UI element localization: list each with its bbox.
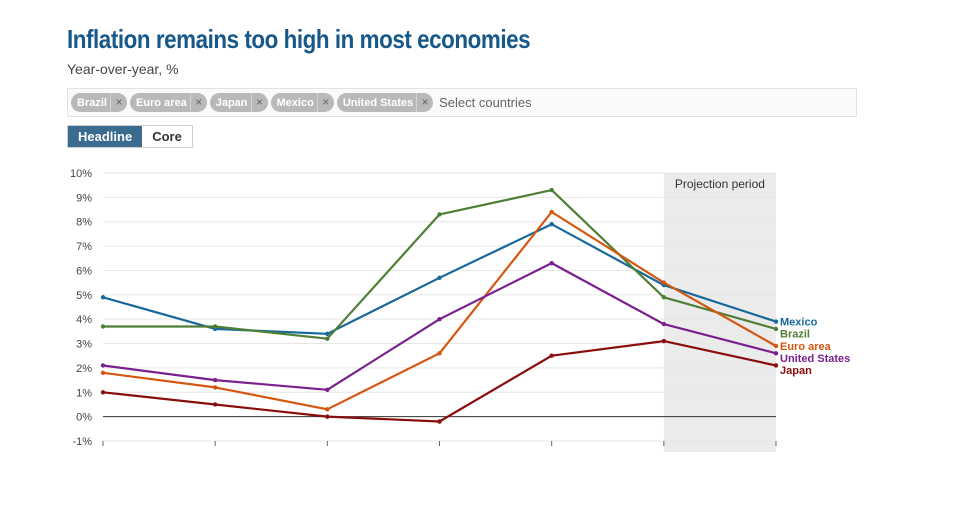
chip-mexico[interactable]: Mexico × [270,93,334,112]
data-point-united-states [212,377,218,383]
remove-mexico-icon[interactable]: × [316,93,334,112]
headline-button[interactable]: Headline [68,126,143,147]
data-point-japan [437,419,442,424]
data-point-japan [773,363,779,368]
chip-japan[interactable]: Japan × [209,93,268,112]
y-tick-label: 1% [76,387,92,399]
y-tick-label: -1% [72,436,92,448]
remove-brazil-icon[interactable]: × [109,93,127,112]
series-label-united-states: United States [780,353,850,365]
data-point-united-states [437,316,442,322]
chip-label: Brazil [77,96,107,109]
data-point-united-states [773,351,779,356]
chip-euro-area[interactable]: Euro area × [129,93,207,112]
data-point-euro-area [100,370,106,375]
data-point-euro-area [212,385,218,390]
y-tick-label: 4% [76,314,92,326]
remove-united-states-icon[interactable]: × [416,93,433,112]
data-point-mexico [325,331,330,336]
y-tick-label: 5% [76,290,92,302]
data-point-euro-area [773,343,779,349]
data-point-mexico [437,275,442,280]
series-label-euro-area: Euro area [780,341,832,353]
data-point-brazil [437,212,442,217]
chip-label: United States [342,96,414,109]
data-point-united-states [661,321,667,327]
remove-euro-area-icon[interactable]: × [189,93,207,112]
y-tick-label: 3% [76,339,92,351]
data-point-brazil [325,336,330,341]
y-tick-label: 10% [70,168,92,180]
chip-label: Mexico [276,96,314,109]
data-point-japan [212,402,218,407]
x-axis: 2018 2019 2020 2021 2022 2023 2024 [91,441,788,466]
x-tick-label: 2022 [539,454,563,466]
series-label-japan: Japan [780,365,812,377]
x-tick-label: 2023 [652,454,676,466]
x-tick-label: 2019 [203,454,227,466]
x-tick-label: 2024 [764,454,788,466]
data-point-mexico [100,295,106,300]
chip-brazil[interactable]: Brazil × [71,93,127,112]
data-point-japan [325,414,330,419]
chip-label: Japan [215,96,248,109]
data-point-brazil [212,324,218,329]
y-tick-label: 7% [76,241,92,253]
series-label-mexico: Mexico [780,317,818,329]
y-tick-label: 6% [76,265,92,277]
projection-label: Projection period [675,177,765,191]
data-point-brazil [100,324,106,329]
select-countries-input[interactable]: Select countries [439,95,532,110]
x-tick-label: 2021 [427,454,451,466]
series-label-brazil: Brazil [780,329,810,341]
data-point-brazil [549,187,554,193]
data-point-united-states [549,260,554,266]
page-title: Inflation remains too high in most econo… [67,24,531,54]
data-point-euro-area [661,280,667,285]
data-point-euro-area [437,351,442,356]
country-selector[interactable]: Brazil × Euro area × Japan × Mexico × Un… [67,88,857,117]
data-point-brazil [773,326,779,332]
core-button[interactable]: Core [142,126,192,147]
chart-subtitle: Year-over-year, % [67,61,179,77]
y-tick-label: 9% [76,192,92,204]
y-tick-label: 2% [76,363,92,375]
data-point-brazil [661,295,667,300]
data-point-japan [100,390,106,395]
data-point-united-states [325,387,330,393]
data-point-japan [661,338,667,344]
data-point-mexico [549,221,554,227]
measure-toggle: Headline Core [67,125,193,148]
y-tick-label: 8% [76,217,92,229]
data-point-mexico [773,319,779,324]
chip-united-states[interactable]: United States × [336,93,434,112]
y-tick-label: 0% [76,412,92,424]
x-tick-label: 2018 [91,454,115,466]
data-point-japan [549,353,554,358]
remove-japan-icon[interactable]: × [250,93,268,112]
data-point-united-states [100,363,106,368]
data-point-euro-area [325,407,330,412]
x-tick-label: 2020 [315,454,339,466]
chip-label: Euro area [135,96,187,109]
data-point-euro-area [549,209,554,215]
